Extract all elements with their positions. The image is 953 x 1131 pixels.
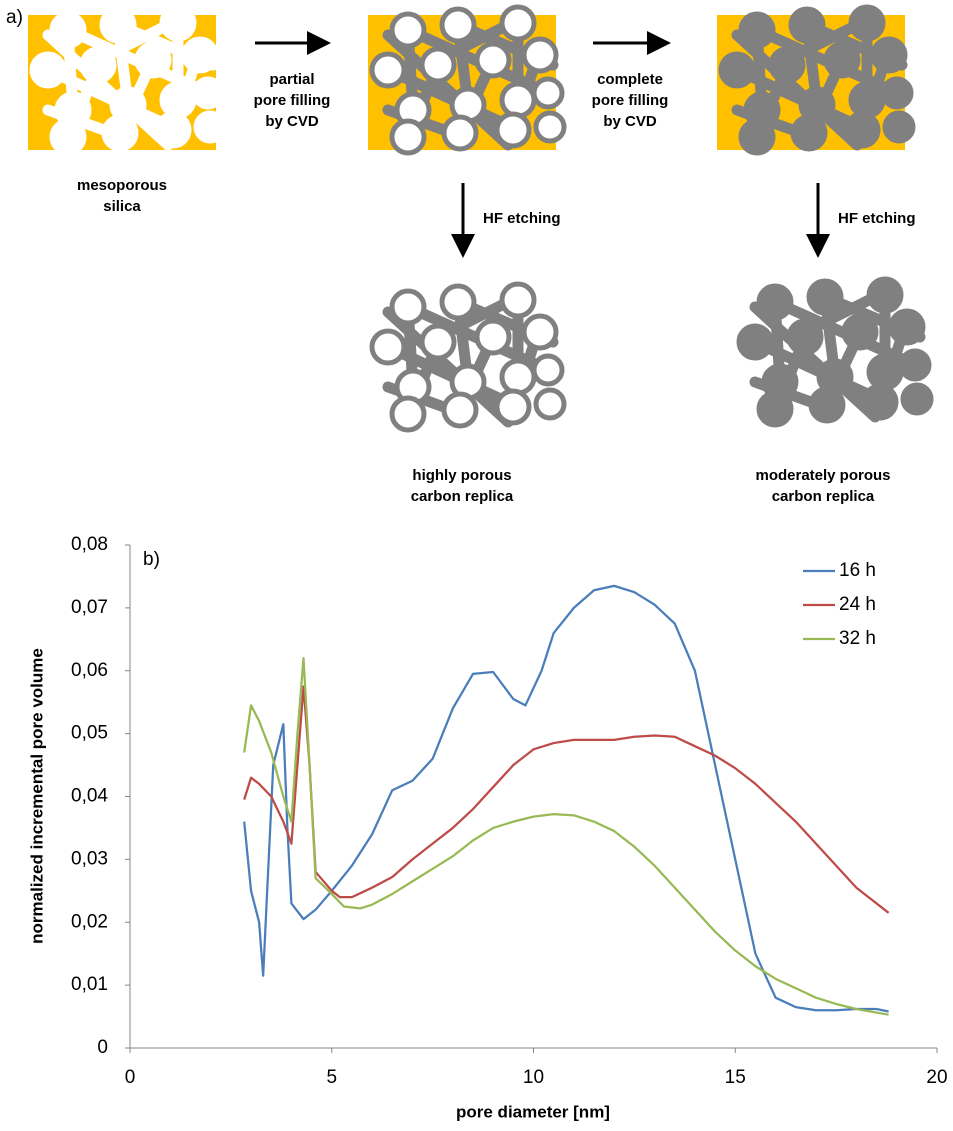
line-series	[243, 584, 889, 1013]
x-tick-label: 20	[926, 1067, 947, 1088]
legend-label: 24 h	[839, 594, 876, 615]
y-tick-label: 0	[97, 1037, 108, 1058]
x-tick-label: 5	[326, 1067, 337, 1088]
y-tick-label: 0,02	[71, 911, 108, 932]
silica-image	[28, 7, 224, 153]
label: carbon replica	[772, 488, 875, 505]
x-tick-label: 10	[523, 1067, 544, 1088]
y-tick-label: 0,05	[71, 723, 108, 744]
x-axis-label: pore diameter [nm]	[456, 1102, 610, 1121]
x-tick-label: 15	[725, 1067, 746, 1088]
complete-image	[717, 7, 913, 153]
arrows	[255, 31, 830, 258]
y-tick-label: 0,06	[71, 660, 108, 681]
label: complete	[597, 71, 663, 88]
label: pore filling	[254, 92, 331, 109]
label: HF etching	[838, 210, 916, 227]
label: by CVD	[265, 113, 319, 130]
label: carbon replica	[411, 488, 514, 505]
line-series	[243, 685, 890, 914]
legend-label: 16 h	[839, 560, 876, 581]
label: by CVD	[603, 113, 657, 130]
highly-porous-image	[372, 284, 564, 430]
moderately-porous-image	[739, 279, 931, 425]
panel-label: a)	[6, 7, 23, 28]
label: moderately porous	[755, 467, 890, 484]
label: HF etching	[483, 210, 561, 227]
label: partial	[269, 71, 314, 88]
partial-image	[368, 7, 564, 153]
y-tick-label: 0,08	[71, 534, 108, 555]
label: silica	[103, 198, 141, 215]
y-tick-label: 0,04	[71, 786, 108, 807]
line-series	[243, 657, 889, 1016]
y-tick-label: 0,07	[71, 597, 108, 618]
y-tick-label: 0,01	[71, 974, 108, 995]
y-tick-label: 0,03	[71, 848, 108, 869]
legend-label: 32 h	[839, 628, 876, 649]
label: mesoporous	[77, 177, 167, 194]
panel-label: b)	[143, 549, 160, 570]
label: pore filling	[592, 92, 669, 109]
label: highly porous	[412, 467, 511, 484]
y-axis-label: normalized incremental pore volume	[27, 648, 46, 944]
x-tick-label: 0	[125, 1067, 136, 1088]
